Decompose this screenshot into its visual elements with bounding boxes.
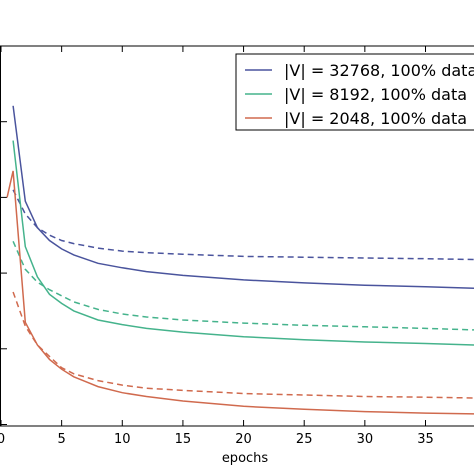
x-tick-label: 20 (235, 432, 252, 447)
series-line-0 (12, 105, 474, 289)
series-line-5 (12, 291, 474, 399)
x-tick-label: 5 (58, 432, 66, 447)
x-tick-label: 15 (175, 432, 192, 447)
series-layer (6, 105, 474, 415)
x-tick-label: 10 (114, 432, 131, 447)
legend: |V| = 32768, 100% data |V| = 8192, 100% d… (235, 53, 474, 131)
x-tick-label: 30 (357, 432, 374, 447)
x-axis-label: epochs (222, 451, 269, 466)
series-line-2 (12, 140, 474, 346)
series-line-3 (12, 241, 474, 331)
tick-labels: 0 5 10 15 20 25 30 35 (0, 432, 434, 447)
legend-label: |V| = 32768, 100% data (284, 61, 474, 80)
x-tick-label: 35 (417, 432, 434, 447)
series-line-4 (6, 170, 474, 415)
x-tick-label: 25 (296, 432, 313, 447)
legend-label: |V| = 2048, 100% data (284, 109, 467, 128)
legend-box (235, 53, 474, 131)
legend-label: |V| = 8192, 100% data (284, 85, 467, 104)
axis-ticks (0, 46, 426, 426)
x-tick-label: 0 (0, 432, 5, 447)
series-line-1 (12, 189, 474, 261)
